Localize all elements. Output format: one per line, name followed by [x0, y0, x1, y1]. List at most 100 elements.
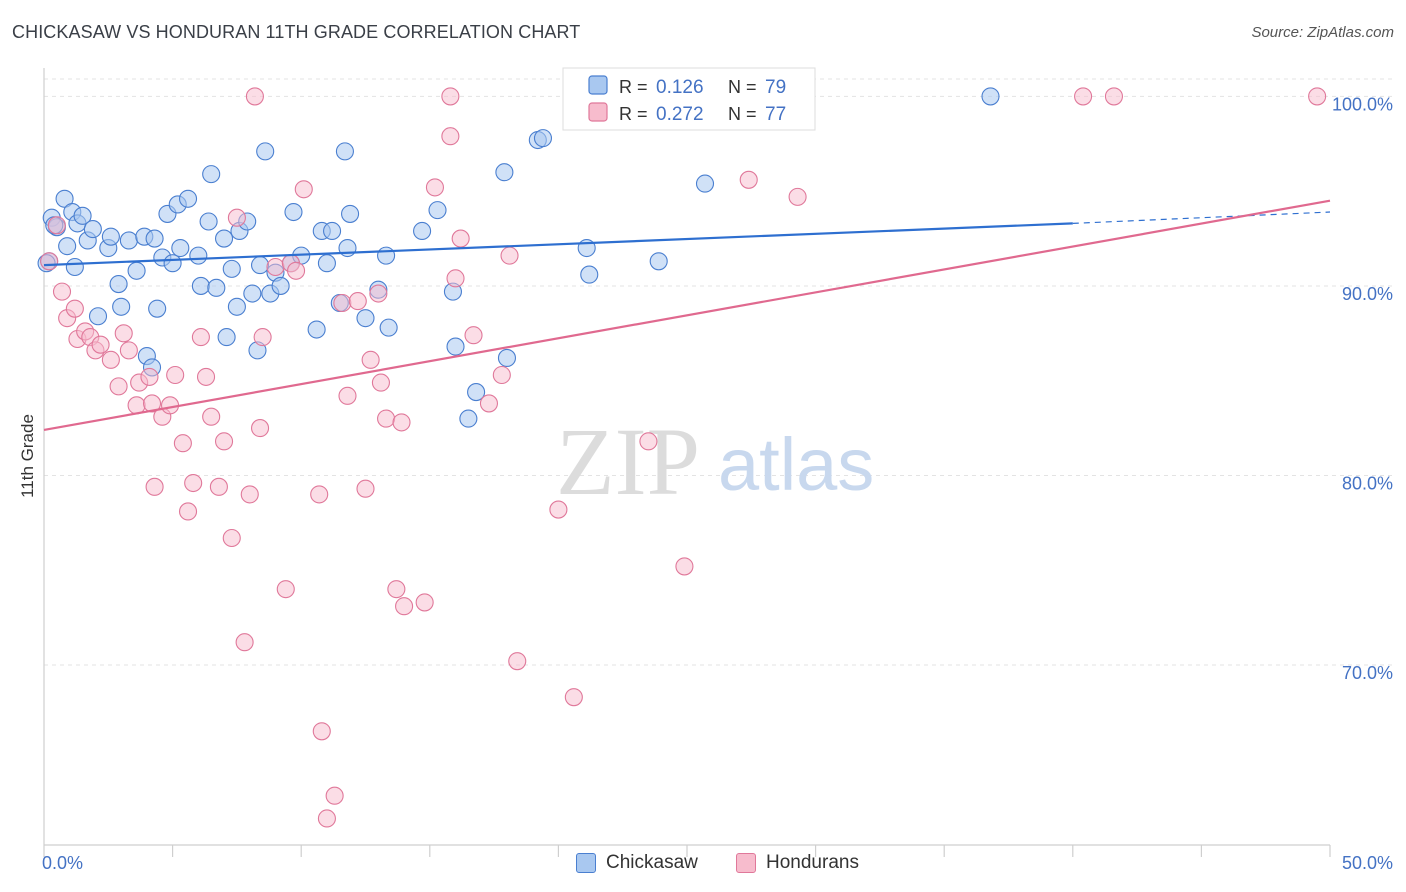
chickasaw-point — [695, 174, 715, 193]
hondurans-point — [310, 485, 329, 504]
chickasaw-point — [178, 189, 198, 208]
hondurans-point — [142, 394, 162, 413]
hondurans-point — [287, 261, 306, 280]
bottom-legend: Chickasaw Hondurans — [0, 852, 1406, 878]
hondurans-point — [377, 409, 396, 428]
hondurans-point — [479, 394, 499, 413]
chickasaw-point — [341, 204, 360, 223]
hondurans-point — [65, 299, 84, 318]
chickasaw-point — [199, 212, 218, 231]
hondurans-point — [173, 434, 192, 453]
hondurans-point — [40, 252, 59, 271]
hondurans-point — [240, 485, 259, 504]
chickasaw-point — [191, 276, 210, 295]
chickasaw-point — [101, 227, 120, 246]
chickasaw-point — [55, 189, 74, 208]
chickasaw-point — [171, 238, 190, 258]
chickasaw-point — [189, 246, 208, 265]
chickasaw-point — [379, 318, 398, 337]
series-hondurans-points — [40, 87, 1327, 828]
hondurans-point — [184, 473, 203, 493]
hondurans-point — [1104, 87, 1124, 106]
hondurans-point — [119, 341, 138, 360]
hondurans-point — [250, 419, 270, 438]
hondurans-point — [451, 229, 470, 248]
hondurans-point — [145, 477, 164, 496]
y-tick-label: 100.0% — [1332, 94, 1393, 114]
hondurans-point — [227, 208, 246, 227]
hondurans-point — [109, 377, 128, 396]
chickasaw-point — [214, 229, 234, 248]
grid-lines — [44, 78, 1392, 666]
chickasaw-point — [127, 261, 146, 280]
chickasaw-point — [109, 274, 128, 294]
hondurans-point — [675, 557, 694, 576]
hondurans-point — [788, 187, 807, 206]
hondurans-point — [101, 350, 120, 369]
hondurans-point — [395, 597, 414, 616]
hondurans-point — [1308, 87, 1327, 106]
chickasaw-point — [467, 383, 486, 402]
y-tick-label: 80.0% — [1342, 473, 1393, 493]
watermark: ZIP atlas — [556, 408, 874, 515]
legend-n-label-chickasaw: N = — [728, 77, 757, 97]
bottom-legend-swatch-hondurans — [736, 853, 756, 873]
bottom-legend-item-hondurans: Hondurans — [736, 852, 859, 874]
hondurans-point — [245, 87, 264, 106]
hondurans-point — [196, 367, 216, 386]
chickasaw-point — [446, 337, 465, 356]
chickasaw-point — [428, 201, 447, 220]
chickasaw-point — [284, 202, 303, 222]
y-tick-label: 70.0% — [1342, 663, 1393, 683]
hondurans-point — [333, 293, 352, 313]
bottom-legend-item-chickasaw: Chickasaw — [576, 852, 698, 874]
bottom-legend-label-hondurans: Hondurans — [766, 852, 859, 873]
legend-n-value-hondurans: 77 — [765, 104, 786, 125]
hondurans-point — [1074, 87, 1093, 106]
hondurans-point — [446, 269, 465, 288]
legend-r-value-hondurans: 0.272 — [656, 104, 704, 125]
chickasaw-point — [307, 320, 326, 339]
hondurans-point — [178, 502, 198, 521]
watermark-zip: ZIP — [556, 408, 700, 515]
hondurans-point — [312, 722, 331, 741]
chickasaw-point — [323, 221, 342, 241]
chickasaw-point — [377, 246, 396, 265]
chickasaw-point — [981, 87, 1000, 106]
chickasaw-point — [145, 229, 164, 248]
legend-r-label-chickasaw: R = — [619, 77, 648, 97]
hondurans-trend-line — [43, 199, 1331, 432]
chickasaw-point — [65, 257, 84, 277]
y-tick-labels: 70.0% 80.0% 90.0% 100.0% — [1332, 94, 1393, 683]
chickasaw-point — [580, 265, 599, 284]
chickasaw-point — [413, 221, 432, 241]
chickasaw-point — [58, 237, 77, 256]
hondurans-point — [492, 365, 511, 385]
hondurans-point — [266, 257, 285, 277]
source-label: Source: ZipAtlas.com — [1251, 24, 1394, 41]
x-tick-label-min: 0.0% — [42, 853, 83, 873]
hondurans-point — [441, 127, 460, 146]
chickasaw-point — [148, 299, 167, 318]
hondurans-point — [222, 528, 241, 548]
hondurans-point — [371, 373, 390, 392]
y-axis-label: 11th Grade — [18, 414, 37, 498]
hondurans-point — [369, 284, 388, 303]
hondurans-point — [166, 365, 185, 385]
chickasaw-point — [222, 259, 241, 278]
chickasaw-point — [83, 220, 102, 239]
hondurans-point — [500, 246, 519, 265]
chickasaw-point — [495, 163, 514, 182]
hondurans-point — [47, 216, 66, 235]
hondurans-point — [276, 580, 295, 599]
chickasaw-point — [335, 142, 354, 161]
hondurans-point — [140, 367, 159, 386]
hondurans-point — [325, 786, 344, 805]
hondurans-point — [52, 282, 72, 301]
hondurans-point — [392, 413, 411, 432]
chickasaw-point — [202, 165, 221, 184]
watermark-atlas: atlas — [718, 423, 874, 506]
hondurans-point — [253, 328, 272, 347]
chickasaw-point — [163, 254, 182, 273]
